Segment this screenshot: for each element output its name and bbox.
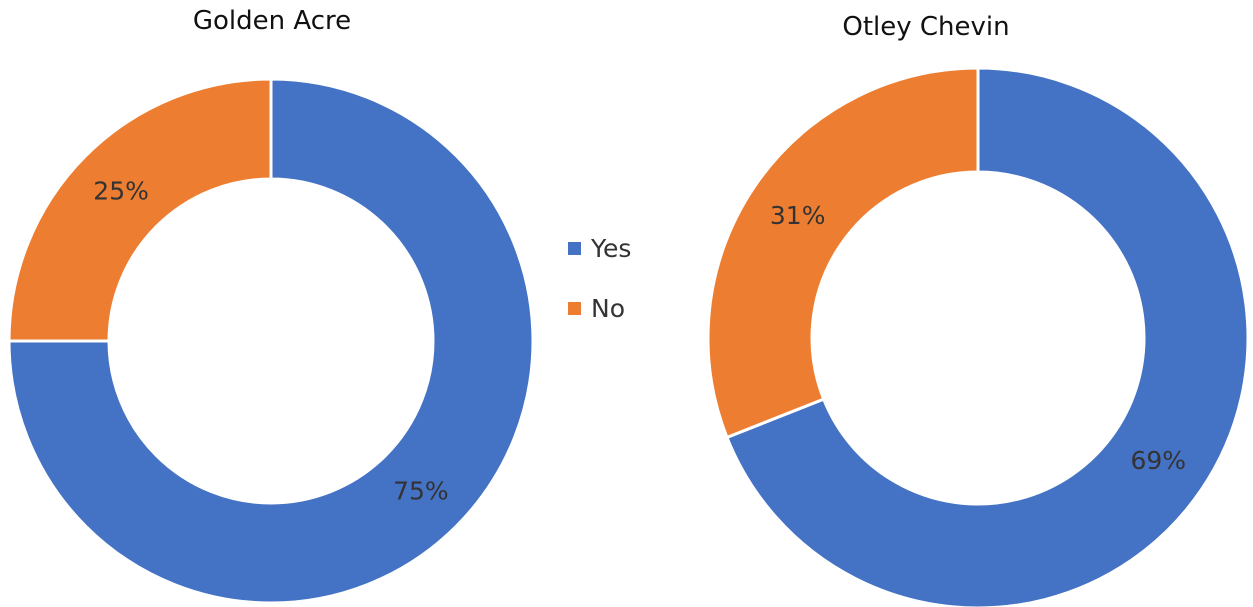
golden-acre-slice-no [7,77,273,343]
otley-chevin-slice-yes [725,66,1250,607]
legend-label-yes: Yes [591,233,632,263]
legend-swatch-yes [568,241,581,255]
legend-label-no: No [591,293,625,323]
otley-chevin-data-label-no: 31% [770,201,826,230]
legend-item-yes: Yes [568,230,631,266]
golden-acre-chart-title: Golden Acre [192,6,352,36]
golden-acre-data-label-yes: 75% [393,476,449,505]
golden-acre-donut: 75% 25% [7,77,535,605]
otley-chevin-slice-no [706,66,980,440]
otley-chevin-chart-title: Otley Chevin [842,12,1010,42]
legend-item-no: No [568,290,631,326]
golden-acre-slice-yes [7,77,535,605]
otley-chevin-data-label-yes: 69% [1131,446,1187,475]
legend-swatch-no [568,301,581,315]
otley-chevin-donut: 69% 31% [706,66,1250,607]
golden-acre-data-label-no: 25% [93,177,149,206]
chart-legend: Yes No [568,230,631,350]
